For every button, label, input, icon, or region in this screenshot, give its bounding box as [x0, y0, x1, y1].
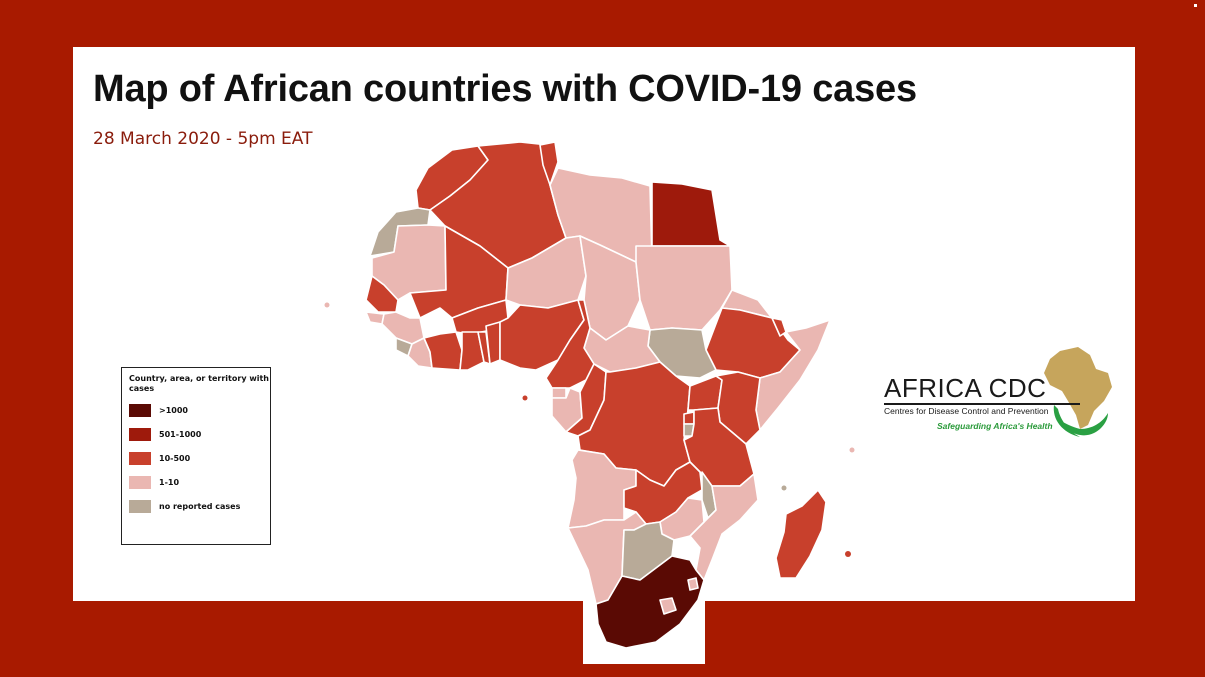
country-eswatini: [687, 577, 699, 591]
legend-item-over-1000: >1000: [129, 403, 263, 418]
country-somalia: [755, 319, 831, 431]
logo-divider: [884, 403, 1080, 405]
island-mauritius: [845, 551, 851, 557]
island-comoros: [781, 485, 787, 491]
country-guinea: [381, 311, 425, 345]
legend-swatch: [129, 500, 151, 513]
country-rwanda: [683, 411, 695, 425]
legend-swatch: [129, 404, 151, 417]
legend-title: Country, area, or territory with cases: [129, 374, 269, 393]
island-seychelles: [849, 447, 855, 453]
country-kenya: [715, 371, 761, 445]
legend-item-10-500: 10-500: [129, 451, 263, 466]
logo-name: AFRICA CDC: [884, 373, 1047, 403]
legend-label: 10-500: [159, 454, 191, 463]
country-uganda: [687, 375, 723, 411]
legend-label: 501-1000: [159, 430, 202, 439]
country-egypt: [651, 181, 731, 247]
legend-label: >1000: [159, 406, 188, 415]
page-title: Map of African countries with COVID-19 c…: [93, 68, 917, 110]
legend-swatch: [129, 428, 151, 441]
country-madagascar: [775, 489, 827, 579]
legend-label: no reported cases: [159, 502, 241, 511]
legend-label: 1-10: [159, 478, 180, 487]
corner-mark: [1194, 4, 1197, 7]
country-guinea-bissau: [365, 311, 385, 325]
logo-tagline: Safeguarding Africa's Health: [937, 421, 1053, 431]
country-niger: [505, 235, 587, 309]
country-south-africa: [595, 555, 705, 649]
country-equatorial-guinea: [551, 387, 567, 399]
africa-cdc-logo: AFRICA CDC Centres for Disease Control a…: [882, 345, 1117, 445]
page-subtitle: 28 March 2020 - 5pm EAT: [93, 129, 313, 149]
logo-subline: Centres for Disease Control and Preventi…: [884, 406, 1049, 416]
legend-item-501-1000: 501-1000: [129, 427, 263, 442]
legend-item-1-10: 1-10: [129, 475, 263, 490]
island-sao-tome: [522, 395, 528, 401]
africa-cdc-emblem-icon: [1044, 347, 1112, 437]
island-cape-verde: [324, 302, 330, 308]
legend-swatch: [129, 476, 151, 489]
map-legend: Country, area, or territory with cases >…: [121, 367, 271, 545]
country-tunisia: [539, 141, 559, 186]
legend-item-no-cases: no reported cases: [129, 499, 263, 514]
country-lesotho: [659, 597, 677, 615]
legend-swatch: [129, 452, 151, 465]
